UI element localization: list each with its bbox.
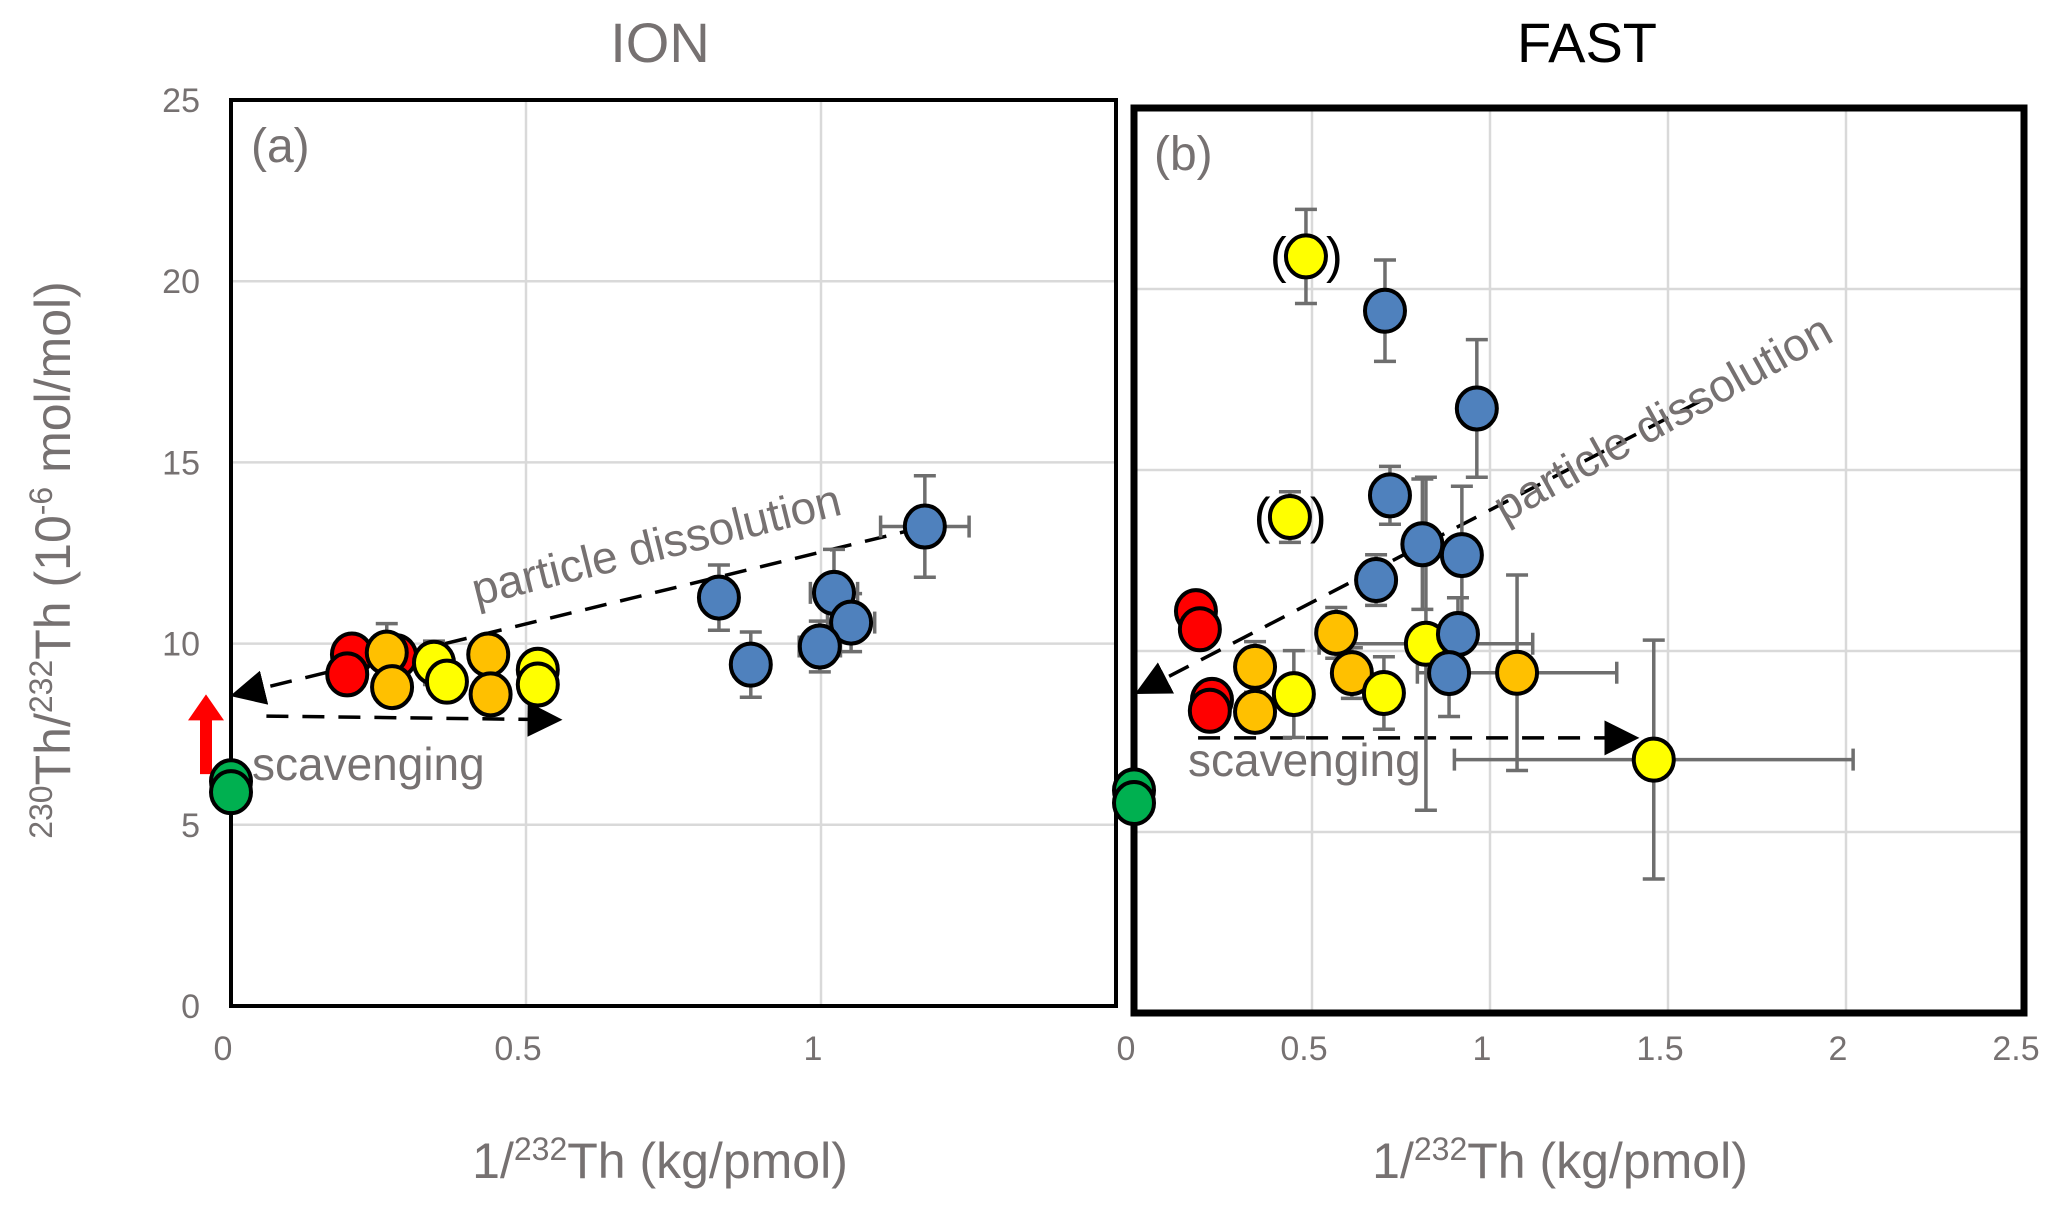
x-axis-title-b-sup: 232 (1414, 1131, 1467, 1167)
x-axis-title-a: 1/232Th (kg/pmol) (472, 1131, 848, 1189)
data-point-blue (1367, 472, 1412, 519)
data-point-orange (370, 664, 415, 711)
x-axis-title-b: 1/232Th (kg/pmol) (1372, 1131, 1748, 1189)
y-tick-label: 25 (162, 82, 200, 120)
x-axis-title-b-suffix: Th (kg/pmol) (1467, 1133, 1748, 1189)
data-point-green (209, 769, 253, 816)
y-axis-title-sup2: 232 (23, 660, 59, 713)
data-point-yellow (1631, 736, 1676, 783)
data-point-green (1112, 780, 1156, 827)
data-point-yellow (1271, 671, 1316, 718)
scavenging-label: scavenging (1188, 734, 1421, 786)
data-point-orange (1314, 609, 1359, 656)
bracket-close: ) (1310, 488, 1327, 544)
data-point-red (1177, 606, 1222, 653)
x-axis-title-a-prefix: 1/ (472, 1133, 514, 1189)
data-point-orange (466, 631, 511, 678)
y-axis-title: 230Th/232Th (10-6 mol/mol) (23, 281, 81, 839)
data-point-orange (1233, 688, 1278, 735)
y-tick-label: 20 (162, 263, 200, 301)
x-tick-label: 0 (1117, 1030, 1136, 1068)
panel-tag: (a) (251, 120, 310, 173)
data-point-blue (1354, 557, 1399, 604)
data-point-orange (468, 671, 513, 718)
data-point-orange (1233, 643, 1278, 690)
data-point-blue (902, 503, 947, 550)
y-axis-title-th2: Th (10 (25, 515, 81, 660)
bracket-open: ( (1254, 488, 1271, 544)
y-axis-title-unit: mol/mol) (25, 281, 81, 487)
particle-dissolution-label: particle dissolution (1484, 304, 1840, 533)
x-axis-title-a-sup: 232 (514, 1131, 567, 1167)
data-point-blue (1400, 521, 1445, 568)
panel-a: 0 5 10 15 20 25 0 0.5 1 (a) particle dissolution sc… (162, 82, 1118, 1068)
data-point-blue (696, 574, 741, 621)
panel-b: 0 0.5 1 1.5 2 2.5 (b) particle dissolution scave… (1112, 104, 2040, 1068)
y-axis-title-sup3: -6 (23, 487, 59, 515)
data-point-blue (1454, 385, 1499, 432)
data-point-yellow (424, 658, 469, 705)
x-axis-title-a-suffix: Th (kg/pmol) (567, 1133, 848, 1189)
x-tick-label: 1 (804, 1030, 823, 1068)
panel-title-fast: FAST (1517, 11, 1657, 74)
y-tick-label: 15 (162, 444, 200, 482)
red-up-arrow-icon (188, 694, 224, 775)
plot-frame (229, 98, 1118, 1008)
bracket-open: ( (1270, 227, 1287, 283)
x-tick-label: 1 (1473, 1030, 1492, 1068)
data-point-red (1187, 687, 1232, 734)
particle-dissolution-arrow (1134, 399, 1701, 695)
y-axis-title-sup1: 230 (23, 785, 59, 838)
data-point-blue (1439, 532, 1484, 579)
y-tick-label: 10 (162, 626, 200, 664)
x-axis-title-b-prefix: 1/ (1372, 1133, 1414, 1189)
particle-dissolution-label: particle dissolution (466, 473, 846, 615)
x-tick-label: 2.5 (1992, 1030, 2039, 1068)
x-tick-label: 2 (1829, 1030, 1848, 1068)
y-axis-title-th1: Th/ (25, 713, 81, 785)
y-tick-label: 5 (181, 807, 200, 845)
data-point-yellow (1283, 233, 1328, 280)
data-point-blue (1435, 610, 1480, 657)
x-tick-label: 0.5 (1280, 1030, 1327, 1068)
scavenging-label: scavenging (252, 738, 485, 790)
scavenging-arrow (266, 701, 563, 737)
x-tick-label: 1.5 (1636, 1030, 1683, 1068)
panel-title-ion: ION (610, 11, 710, 74)
data-point-blue (728, 641, 773, 688)
bracket-close: ) (1326, 227, 1343, 283)
x-tick-label: 0.5 (494, 1030, 541, 1068)
data-point-blue (1427, 650, 1472, 697)
data-point-blue (797, 623, 842, 670)
panel-tag: (b) (1154, 128, 1213, 181)
y-tick-label: 0 (181, 988, 200, 1026)
data-point-orange (1495, 649, 1540, 696)
plot-frame (1130, 104, 2028, 1017)
data-point-yellow (1267, 494, 1312, 541)
data-point-blue (829, 599, 874, 646)
data-point-red (325, 651, 370, 698)
data-point-blue (1362, 287, 1407, 334)
data-point-orange (1329, 650, 1374, 697)
data-point-yellow (515, 661, 560, 708)
x-tick-label: 0 (214, 1030, 233, 1068)
data-point-yellow (1361, 669, 1406, 716)
